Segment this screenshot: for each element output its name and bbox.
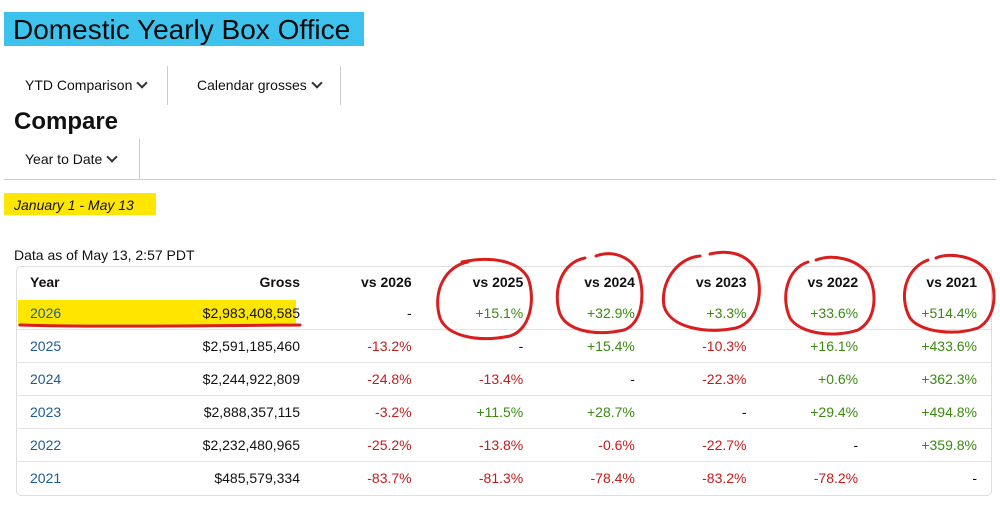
comparison-cell: -22.3% <box>648 362 761 396</box>
year-link[interactable]: 2026 <box>30 305 62 321</box>
table-row: 2023 $2,888,357,115 -3.2% +11.5% +28.7% - +29.… <box>16 395 991 429</box>
year-to-date-label: Year to Date <box>25 151 103 167</box>
comparison-cell: +0.6% <box>760 362 873 396</box>
comparison-cell: -10.3% <box>648 329 761 363</box>
comparison-cell: -78.4% <box>537 461 649 494</box>
comparison-cell: -83.2% <box>648 461 761 494</box>
row-2026-highlight <box>18 300 296 326</box>
year-link[interactable]: 2022 <box>16 428 124 462</box>
comparison-cell: - <box>406 305 412 321</box>
section-divider <box>4 179 996 180</box>
divider <box>167 66 168 105</box>
comparison-cell: +15.1% <box>475 305 524 321</box>
ytd-comparison-label: YTD Comparison <box>25 77 133 93</box>
calendar-grosses-dropdown[interactable]: Calendar grosses <box>197 77 323 93</box>
column-header-vs-2022[interactable]: vs 2022 <box>807 273 859 290</box>
comparison-cell: - <box>425 329 538 363</box>
comparison-cell: +11.5% <box>425 395 538 429</box>
comparison-cell: - <box>648 395 761 429</box>
comparison-cell: +28.7% <box>537 395 649 429</box>
column-header-vs-2021[interactable]: vs 2021 <box>926 273 977 290</box>
calendar-grosses-label: Calendar grosses <box>197 77 307 93</box>
year-to-date-dropdown[interactable]: Year to Date <box>25 151 118 167</box>
date-range: January 1 - May 13 <box>14 197 134 213</box>
comparison-cell: -25.2% <box>314 428 426 462</box>
column-header-gross[interactable]: Gross <box>259 273 300 290</box>
gross-cell: $2,244,922,809 <box>124 362 314 396</box>
year-link[interactable]: 2023 <box>16 395 124 429</box>
table-row: 2021 $485,579,334 -83.7% -81.3% -78.4% -83.2%… <box>16 461 991 494</box>
compare-heading: Compare <box>14 108 119 135</box>
comparison-cell: +32.9% <box>587 305 635 321</box>
divider <box>340 66 341 105</box>
date-range-highlight <box>4 193 156 215</box>
comparison-cell: - <box>537 362 649 396</box>
comparison-cell: +359.8% <box>872 428 991 462</box>
comparison-cell: +362.3% <box>872 362 991 396</box>
comparison-cell: -24.8% <box>314 362 426 396</box>
comparison-cell: +16.1% <box>760 329 873 363</box>
comparison-cell: -0.6% <box>537 428 649 462</box>
gross-cell: $2,888,357,115 <box>124 395 314 429</box>
comparison-cell: - <box>872 461 991 494</box>
table-row: 2026 $2,983,408,585 - +15.1% +32.9% +3.3% +33.… <box>16 297 991 330</box>
table-row: 2022 $2,232,480,965 -25.2% -13.8% -0.6% -22.7… <box>16 428 991 462</box>
comparison-cell: +494.8% <box>872 395 991 429</box>
title-highlight <box>4 12 364 46</box>
table-header-row: Year Gross vs 2026 vs 2025 vs 2024 vs 20… <box>16 266 991 297</box>
chevron-down-icon <box>106 151 118 163</box>
comparison-cell: +29.4% <box>760 395 873 429</box>
gross-cell: $2,591,185,460 <box>124 329 314 363</box>
column-header-vs-2024[interactable]: vs 2024 <box>584 273 635 290</box>
comparison-cell: -13.2% <box>314 329 426 363</box>
table-row: 2024 $2,244,922,809 -24.8% -13.4% - -22.3% +0.… <box>16 362 991 396</box>
gross-cell: $485,579,334 <box>124 461 314 494</box>
column-header-vs-2025[interactable]: vs 2025 <box>472 273 524 290</box>
gross-cell: $2,232,480,965 <box>124 428 314 462</box>
page-title: Domestic Yearly Box Office <box>13 14 351 45</box>
comparison-cell: +433.6% <box>872 329 991 363</box>
column-header-vs-2023[interactable]: vs 2023 <box>695 273 747 290</box>
comparison-cell: -81.3% <box>425 461 538 494</box>
comparison-cell: -13.4% <box>425 362 538 396</box>
ytd-comparison-dropdown[interactable]: YTD Comparison <box>25 77 149 93</box>
year-link[interactable]: 2024 <box>16 362 124 396</box>
comparison-cell: -83.7% <box>314 461 426 494</box>
comparison-cell: -22.7% <box>648 428 761 462</box>
comparison-cell: +3.3% <box>706 305 747 321</box>
divider <box>139 139 140 179</box>
comparison-cell: +33.6% <box>810 305 859 321</box>
box-office-table: Year Gross vs 2026 vs 2025 vs 2024 vs 20… <box>16 266 991 494</box>
column-header-vs-2026[interactable]: vs 2026 <box>361 273 412 290</box>
comparison-cell: - <box>760 428 873 462</box>
comparison-cell: -13.8% <box>425 428 538 462</box>
comparison-cell: +514.4% <box>921 305 977 321</box>
gross-cell: $2,983,408,585 <box>202 305 300 321</box>
comparison-cell: -3.2% <box>314 395 426 429</box>
year-link[interactable]: 2025 <box>16 329 124 363</box>
table-row: 2025 $2,591,185,460 -13.2% - +15.4% -10.3% +16… <box>16 329 991 363</box>
comparison-cell: +15.4% <box>537 329 649 363</box>
chevron-down-icon <box>136 77 149 89</box>
column-header-year[interactable]: Year <box>30 273 60 290</box>
data-as-of: Data as of May 13, 2:57 PDT <box>14 247 195 263</box>
year-link[interactable]: 2021 <box>16 461 124 494</box>
comparison-cell: -78.2% <box>760 461 873 494</box>
chevron-down-icon <box>311 77 323 89</box>
